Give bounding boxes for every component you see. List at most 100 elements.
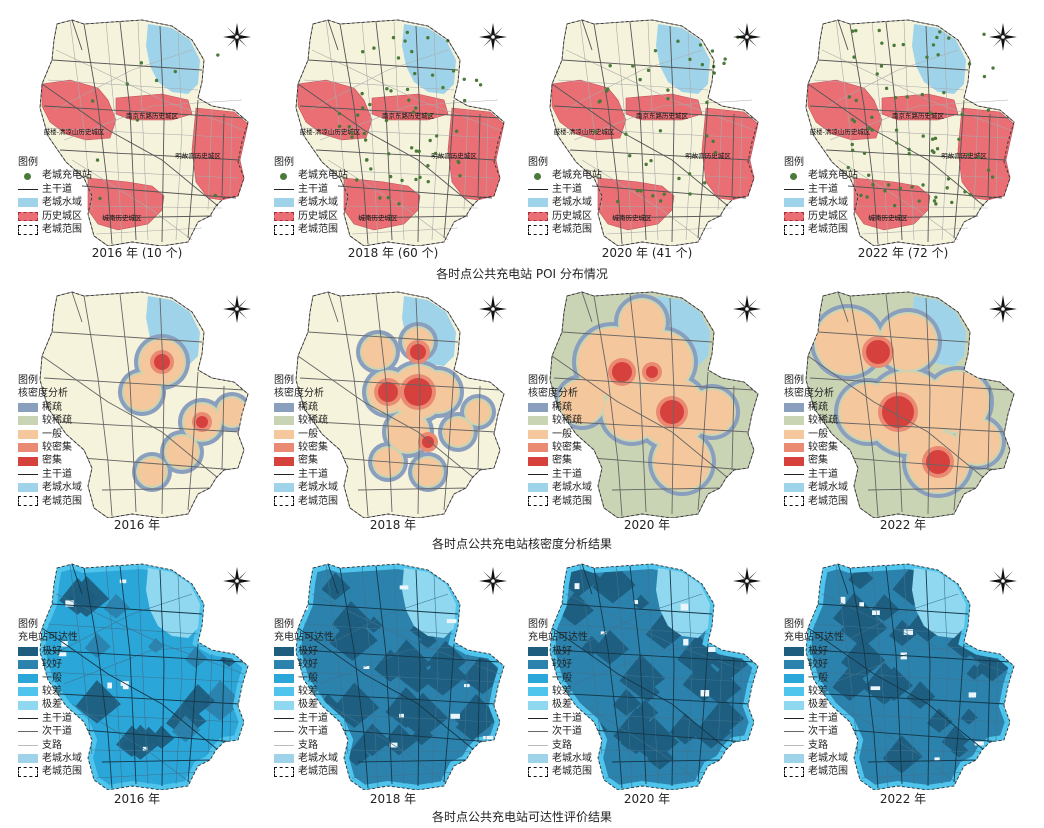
- medium-swatch: [784, 429, 804, 439]
- kde-legend-item: 稀疏: [528, 401, 592, 414]
- access-legend-item-label: 极差: [298, 699, 318, 711]
- poi-legend-item-label: 老城充电站: [552, 170, 602, 182]
- historic-district-2: [701, 107, 759, 201]
- charging-station-point: [677, 176, 681, 181]
- charging-station-point: [968, 192, 973, 197]
- charging-station-point: [397, 202, 401, 206]
- charging-station-point: [90, 99, 95, 103]
- poi-legend-item: 老城水域: [528, 196, 602, 209]
- boundary-swatch: [784, 496, 804, 507]
- medium-swatch: [528, 429, 548, 439]
- charging-station-point: [410, 49, 414, 54]
- main-road-swatch: [784, 188, 804, 190]
- access-legend-item: 一般: [784, 672, 848, 685]
- poi-map-panel-3: 鼓楼-清凉山历史城区 南京东路历史城区 明故宫历史城区 城南历史城区 图例 老城充电站 主干…: [778, 10, 1028, 260]
- charging-station-point: [639, 189, 643, 193]
- best-swatch: [784, 647, 804, 656]
- charging-station-point: [917, 199, 921, 203]
- charging-station-point: [977, 155, 981, 160]
- access-legend-item-label: 老城范围: [298, 766, 338, 778]
- charging-station-point: [458, 173, 462, 178]
- access-legend: 图例 充电站可达性 极好 较好 一般 较差 极差 主干道 次干道 支路 老城水域 老城范围: [784, 618, 848, 779]
- charging-station-point: [705, 134, 709, 138]
- charging-station-point: [934, 202, 938, 206]
- charging-station-point: [362, 131, 367, 136]
- poi-legend: 图例 老城充电站 主干道 老城水域 历史城区 老城范围: [18, 156, 92, 236]
- charging-station-point: [462, 98, 467, 103]
- charging-station-point: [942, 90, 946, 95]
- access-legend-item: 一般: [528, 672, 592, 685]
- charging-station-point: [884, 86, 889, 91]
- access-map: [39, 563, 249, 790]
- charging-station-point: [400, 178, 404, 183]
- charging-station-point: [859, 193, 863, 198]
- kde-legend-item-label: 较密集: [298, 441, 328, 453]
- kde-legend-item: 较稀疏: [528, 414, 592, 427]
- charging-station-point: [991, 66, 995, 70]
- access-legend-item-label: 较差: [42, 685, 62, 697]
- kde-legend-item-label: 老城范围: [552, 495, 592, 507]
- kde-legend-item-label: 较密集: [552, 441, 582, 453]
- charging-station-point: [434, 134, 439, 138]
- charging-station-point: [710, 49, 715, 53]
- charging-station-point: [880, 41, 884, 45]
- access-legend-item-label: 较差: [808, 685, 828, 697]
- less-sparse-swatch: [274, 416, 294, 426]
- charging-station-point: [854, 28, 858, 33]
- legend-title: 图例: [274, 619, 294, 630]
- access-legend-item: 较好: [528, 658, 592, 671]
- north-arrow-compass-icon: [478, 566, 508, 596]
- panel-year-label: 2016 年: [113, 792, 161, 806]
- kde-legend-item-label: 稀疏: [42, 401, 62, 413]
- main-road-swatch: [528, 473, 548, 475]
- sparse-swatch: [528, 403, 548, 412]
- kde-map: [295, 291, 505, 518]
- water-swatch: [784, 483, 804, 493]
- charging-station-point: [451, 69, 456, 73]
- poi-legend-item-label: 主干道: [552, 183, 582, 195]
- legend-title: 图例: [528, 375, 548, 386]
- charging-station-point: [850, 148, 855, 152]
- district-label: 城南历史城区: [359, 213, 399, 222]
- charging-station-point: [921, 183, 925, 187]
- north-arrow-compass-icon: [478, 294, 508, 324]
- access-map: [805, 563, 1015, 790]
- charging-station-point: [355, 178, 359, 182]
- district-label: 明故宫历史城区: [431, 151, 477, 160]
- worst-swatch: [274, 700, 294, 710]
- charging-station-point: [135, 118, 140, 122]
- access-map-panel-2: 图例 充电站可达性 极好 较好 一般 较差 极差 主干道 次干道 支路 老城水域 老城范围 2020 年: [522, 554, 772, 806]
- legend-title: 图例: [784, 157, 804, 168]
- charging-station-point: [216, 53, 220, 57]
- kde-legend-item: 老城范围: [274, 495, 338, 508]
- charging-station-point: [700, 62, 705, 67]
- poi-legend-item: 主干道: [274, 183, 348, 196]
- kde-legend-item: 较密集: [18, 441, 82, 454]
- charging-station-point: [386, 195, 390, 200]
- charging-station-point: [867, 126, 871, 130]
- kde-map-panel-2: 图例 核密度分析 稀疏 较稀疏 一般 较密集 密集 主干道 老城水域 老城范围 2020 年: [522, 282, 772, 532]
- historic-swatch: [784, 211, 804, 221]
- station-dot-icon: [24, 172, 31, 180]
- charging-station-point: [938, 30, 942, 34]
- kde-row-caption: 各时点公共充电站核密度分析结果: [431, 537, 612, 551]
- water-swatch: [528, 754, 548, 764]
- kde-legend-item-label: 主干道: [298, 468, 328, 480]
- kde-legend-item-label: 较稀疏: [552, 415, 582, 427]
- charging-station-point: [644, 162, 648, 167]
- charging-station-point: [850, 117, 855, 122]
- access-map-panel-1: 图例 充电站可达性 极好 较好 一般 较差 极差 主干道 次干道 支路 老城水域 老城范围 2018 年: [268, 554, 518, 806]
- access-legend-item: 较好: [18, 658, 82, 671]
- kde-legend-item-label: 较稀疏: [42, 415, 72, 427]
- poi-legend-item-label: 老城充电站: [298, 170, 348, 182]
- less-sparse-swatch: [784, 416, 804, 426]
- poi-legend-item-label: 主干道: [42, 183, 72, 195]
- charging-station-point: [369, 167, 373, 171]
- access-legend-item-label: 主干道: [298, 712, 328, 724]
- poi-legend-item-label: 老城水域: [42, 197, 82, 209]
- legend-subtitle: 核密度分析: [274, 388, 324, 400]
- charging-station-point: [870, 128, 874, 132]
- legend-subtitle: 核密度分析: [784, 388, 834, 400]
- charging-station-point: [426, 36, 430, 40]
